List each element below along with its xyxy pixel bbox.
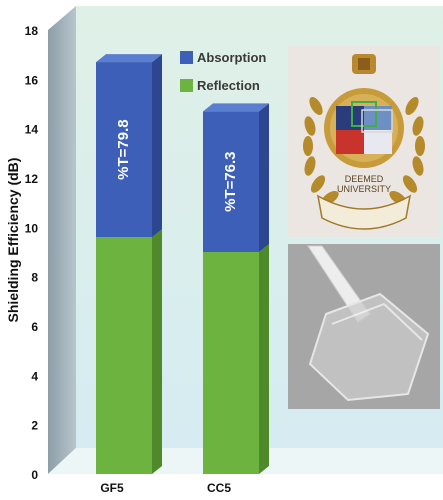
legend-label: Absorption xyxy=(197,50,266,65)
x-axis: GF5 CC5 xyxy=(100,481,231,495)
y-tick-label: 14 xyxy=(25,123,39,137)
university-banner: DEEMED UNIVERSITY xyxy=(316,174,412,230)
y-tick-label: 6 xyxy=(31,320,38,334)
transparent-film-photo xyxy=(288,244,440,409)
bars: %T=79.8 %T=76.3 xyxy=(96,54,269,474)
legend: Absorption Reflection xyxy=(180,50,266,93)
bar-absorption-top xyxy=(203,103,269,112)
x-tick-label: CC5 xyxy=(207,481,231,495)
y-axis: 0 2 4 6 8 10 12 14 16 18 xyxy=(25,24,39,482)
bar-data-label: %T=76.3 xyxy=(222,151,239,211)
bar-absorption xyxy=(96,62,152,238)
y-tick-label: 0 xyxy=(31,468,38,482)
bar-absorption-side xyxy=(152,54,162,238)
bar-reflection xyxy=(96,237,152,474)
legend-label: Reflection xyxy=(197,78,260,93)
y-tick-label: 10 xyxy=(25,221,39,235)
y-tick-label: 12 xyxy=(25,172,39,186)
x-tick-label: GF5 xyxy=(100,481,124,495)
bar-data-label: %T=79.8 xyxy=(115,119,132,179)
y-tick-label: 18 xyxy=(25,24,39,38)
university-logo-photo: DEEMED UNIVERSITY xyxy=(288,46,440,238)
y-tick-label: 16 xyxy=(25,73,39,87)
y-tick-label: 8 xyxy=(31,271,38,285)
left-laurel-icon xyxy=(303,96,339,206)
bar-reflection-side xyxy=(152,229,162,474)
bar-absorption xyxy=(203,111,259,253)
emblem-icon xyxy=(324,54,404,168)
y-tick-label: 4 xyxy=(31,369,38,383)
side-wall xyxy=(48,6,76,474)
bar-absorption-side xyxy=(259,103,269,253)
logo-text-line2: UNIVERSITY xyxy=(337,184,391,194)
bar-reflection xyxy=(203,252,259,474)
legend-swatch xyxy=(180,51,193,64)
logo-text-line1: DEEMED xyxy=(345,174,384,184)
bar-absorption-top xyxy=(96,54,162,63)
legend-swatch xyxy=(180,79,193,92)
right-laurel-icon xyxy=(389,96,425,206)
y-tick-label: 2 xyxy=(31,419,38,433)
y-axis-label: Shielding Efficiency (dB) xyxy=(5,158,21,323)
bar-reflection-side xyxy=(259,244,269,474)
